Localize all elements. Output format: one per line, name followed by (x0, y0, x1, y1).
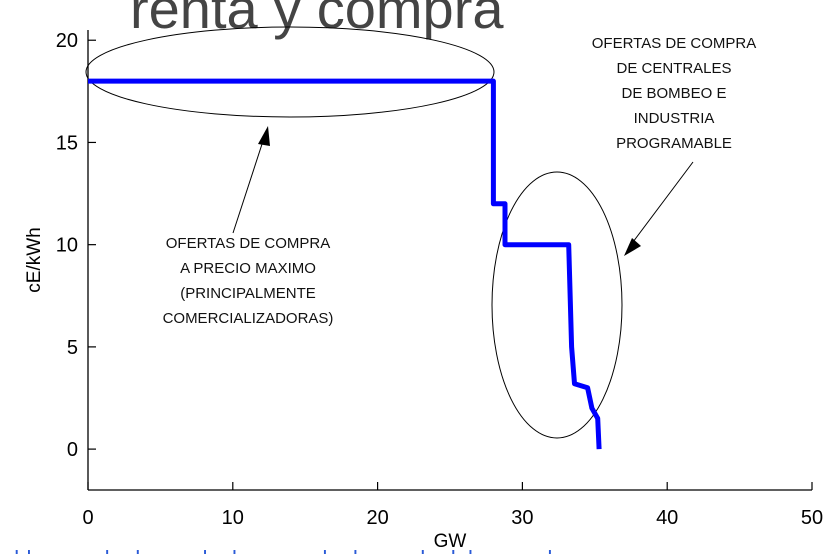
right-annotation-line: DE BOMBEO E (621, 85, 726, 102)
left-annotation-text: OFERTAS DE COMPRA A PRECIO MAXIMO (PRINC… (163, 235, 334, 327)
x-tick-label: 50 (801, 507, 823, 529)
left-annotation-line: OFERTAS DE COMPRA (166, 235, 330, 252)
right-annotation-line: DE CENTRALES (616, 60, 731, 77)
right-annotation-line: PROGRAMABLE (616, 135, 732, 152)
x-tick-label: 0 (82, 507, 93, 529)
x-tick-label: 10 (222, 507, 244, 529)
x-axis-title: GW (434, 531, 467, 552)
x-tick-label: 40 (656, 507, 678, 529)
y-tick-label: 0 (67, 439, 78, 461)
right-annotation-line: INDUSTRIA (634, 110, 715, 127)
left-annotation-line: (PRINCIPALMENTE (180, 285, 316, 302)
y-tick-label: 5 (67, 337, 78, 359)
x-ticks: 0 10 20 30 40 50 (82, 482, 823, 529)
y-tick-label: 20 (56, 30, 78, 52)
left-annotation-line: A PRECIO MAXIMO (180, 260, 316, 277)
right-annotation-arrow (624, 161, 694, 256)
series-layer (88, 78, 602, 450)
y-tick-label: 15 (56, 132, 78, 154)
x-tick-label: 30 (511, 507, 533, 529)
left-annotation-arrow (232, 126, 270, 234)
y-ticks: 0 5 10 15 20 (56, 30, 96, 461)
right-annotation-line: OFERTAS DE COMPRA (592, 35, 756, 52)
x-tick-label: 20 (366, 507, 388, 529)
max-price-ellipse (85, 26, 495, 118)
demand-curve-line (88, 78, 602, 450)
left-annotation-line: COMERCIALIZADORAS) (163, 310, 334, 327)
right-annotation-text: OFERTAS DE COMPRA DE CENTRALES DE BOMBEO… (592, 35, 756, 152)
y-tick-label: 10 (56, 235, 78, 257)
y-axis-title: cE/kWh (24, 227, 45, 292)
pump-industry-ellipse (491, 171, 623, 439)
top-title-partial: renta y compra (130, 0, 504, 40)
bottom-text-partial: los bloques de demanda, la curva de dema… (0, 546, 594, 554)
